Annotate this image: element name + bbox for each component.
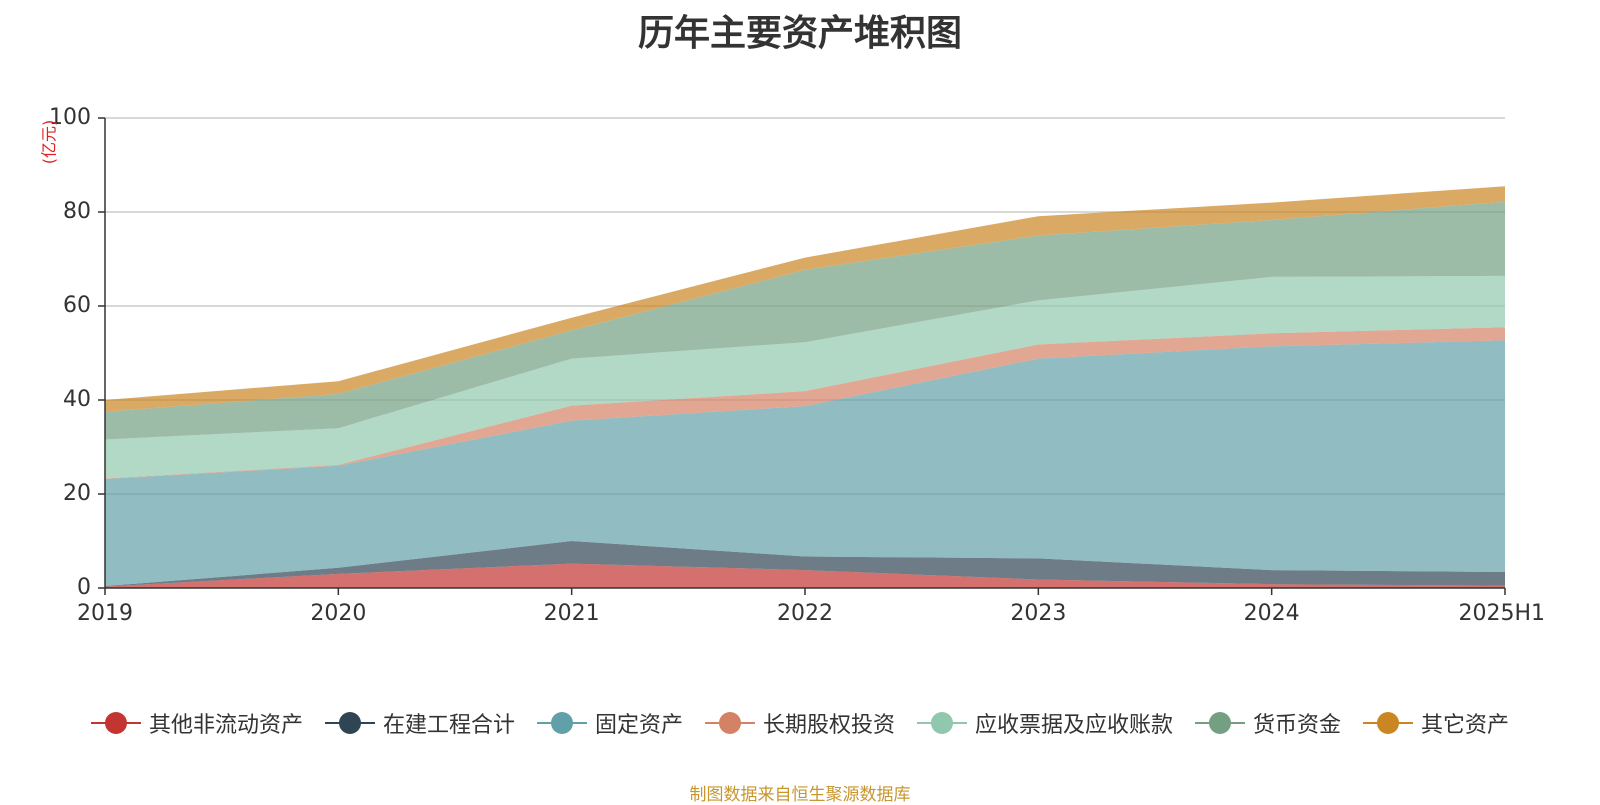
y-tick-label: 80 [63, 199, 91, 224]
x-tick-label: 2024 [1244, 601, 1300, 626]
legend-label: 固定资产 [594, 713, 683, 738]
legend-marker-icon [324, 712, 375, 734]
y-tick-label: 20 [63, 481, 91, 506]
legend-item[interactable]: 在建工程合计 [324, 707, 515, 739]
y-unit-label: (亿元) [40, 120, 59, 165]
x-tick-label: 2025H1 [1458, 601, 1545, 626]
legend-marker-icon [1195, 712, 1246, 734]
area-series-6 [105, 186, 1505, 412]
area-series-4 [105, 275, 1505, 479]
legend-marker-icon [917, 712, 967, 734]
legend-item[interactable]: 应收票据及应收账款 [917, 707, 1173, 739]
x-tick-label: 2023 [1010, 601, 1066, 626]
area-series-0 [105, 563, 1505, 588]
legend-item[interactable]: 其他非流动资产 [90, 707, 303, 739]
legend-marker-icon [90, 712, 141, 734]
legend-marker-icon [1363, 712, 1414, 734]
area-series-2 [105, 340, 1505, 587]
legend-label: 应收票据及应收账款 [975, 713, 1174, 738]
area-series-1 [105, 541, 1505, 587]
legend-item[interactable]: 其它资产 [1363, 707, 1509, 739]
legend-item[interactable]: 货币资金 [1195, 707, 1341, 739]
legend-label: 货币资金 [1253, 713, 1342, 738]
y-tick-label: 40 [63, 387, 91, 412]
legend-marker-icon [704, 712, 755, 734]
legend-item[interactable]: 固定资产 [536, 707, 683, 739]
x-tick-label: 2020 [310, 601, 366, 626]
axes: 0 20 40 60 80 100 2019 2020 2021 2022 2023 2024 2025… [49, 105, 1545, 626]
area-series-3 [105, 327, 1505, 479]
source-note: 制图数据来自恒生聚源数据库 [689, 785, 911, 805]
legend: 其他非流动资产 在建工程合计 固定资产 长期股权投资 应收票据及应收账款 货币资金 其它资产 [0, 703, 1600, 743]
x-tick-label: 2019 [77, 601, 133, 626]
area-series-5 [105, 201, 1505, 440]
legend-label: 在建工程合计 [382, 713, 515, 738]
x-tick-label: 2022 [777, 601, 833, 626]
legend-marker-icon [536, 712, 587, 734]
x-tick-label: 2021 [544, 601, 600, 626]
y-tick-label: 100 [49, 105, 91, 130]
legend-label: 其它资产 [1421, 713, 1510, 738]
legend-label: 其他非流动资产 [148, 713, 303, 738]
y-tick-label: 0 [77, 575, 91, 600]
area-series [105, 186, 1505, 588]
chart-title: 历年主要资产堆积图 [637, 13, 962, 54]
legend-label: 长期股权投资 [762, 713, 895, 738]
legend-item[interactable]: 长期股权投资 [704, 707, 895, 739]
y-tick-label: 60 [63, 293, 91, 318]
